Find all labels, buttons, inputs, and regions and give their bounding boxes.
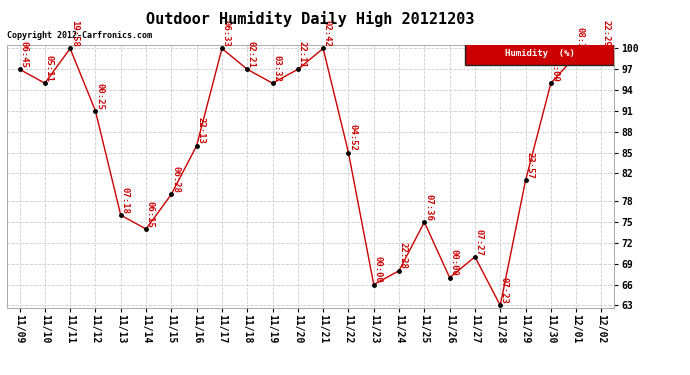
Text: 02:21: 02:21: [247, 41, 256, 68]
Text: 00:25: 00:25: [95, 83, 104, 110]
Text: 07:36: 07:36: [424, 194, 433, 221]
Text: 23:57: 23:57: [525, 152, 534, 179]
Text: 03:32: 03:32: [273, 55, 282, 82]
Text: 07:23: 07:23: [500, 277, 509, 304]
Text: 04:52: 04:52: [348, 124, 357, 151]
Text: 02:42: 02:42: [323, 20, 332, 47]
Text: 06:33: 06:33: [221, 20, 230, 47]
Text: 07:18: 07:18: [121, 187, 130, 214]
Text: 19:58: 19:58: [70, 20, 79, 47]
Text: 22:13: 22:13: [197, 117, 206, 144]
Text: 07:27: 07:27: [475, 228, 484, 255]
Text: 06:15: 06:15: [146, 201, 155, 228]
Text: 00:00: 00:00: [373, 256, 382, 283]
Text: Copyright 2012-Carfronics.com: Copyright 2012-Carfronics.com: [7, 31, 152, 40]
Text: Outdoor Humidity Daily High 20121203: Outdoor Humidity Daily High 20121203: [146, 11, 475, 27]
Text: 22:28: 22:28: [399, 242, 408, 269]
Text: 22:29: 22:29: [601, 20, 610, 47]
Text: 03:09: 03:09: [551, 55, 560, 82]
Text: 06:45: 06:45: [19, 41, 28, 68]
Text: 22:11: 22:11: [297, 41, 306, 68]
FancyBboxPatch shape: [465, 42, 614, 64]
Text: 00:00: 00:00: [449, 249, 458, 276]
Text: Humidity  (%): Humidity (%): [505, 49, 575, 58]
Text: 08:30: 08:30: [576, 27, 585, 54]
Text: 05:11: 05:11: [45, 55, 54, 82]
Text: 06:28: 06:28: [171, 166, 180, 193]
